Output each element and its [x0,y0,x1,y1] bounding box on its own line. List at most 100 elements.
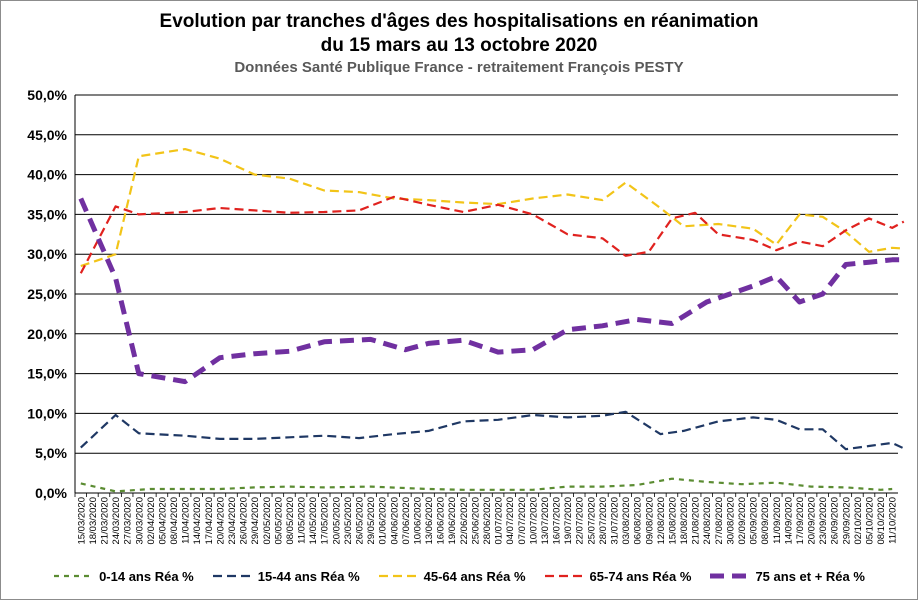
x-tick-label: 05/10/2020 [865,497,876,545]
legend-item: 0-14 ans Réa % [53,569,194,584]
x-tick-label: 11/09/2020 [772,497,783,544]
x-tick-label: 31/07/2020 [610,497,621,545]
x-tick-label: 13/07/2020 [540,497,551,545]
x-tick-label: 08/05/2020 [285,497,296,545]
x-tick-label: 08/10/2020 [876,497,887,545]
x-axis: 15/03/2020 18/03/2020 21/03/2020 24/03/2020… [74,95,899,545]
x-tick-label: 15/08/2020 [667,497,678,545]
x-tick-label: 17/05/2020 [320,497,331,545]
x-tick-label: 14/05/2020 [308,497,319,545]
y-tick-label: 35,0% [27,206,67,222]
x-tick-label: 10/06/2020 [412,497,423,545]
x-tick-label: 16/06/2020 [436,497,447,545]
x-tick-label: 09/08/2020 [644,497,655,545]
series-line-2 [80,148,904,268]
x-tick-label: 21/08/2020 [691,497,702,545]
y-tick-label: 5,0% [35,445,67,461]
x-tick-label: 27/03/2020 [123,497,134,545]
x-tick-label: 04/06/2020 [389,497,400,545]
y-tick-label: 45,0% [27,127,67,143]
x-tick-label: 20/09/2020 [807,497,818,545]
x-tick-label: 28/07/2020 [598,497,609,545]
x-tick-label: 26/09/2020 [830,497,841,545]
x-tick-label: 23/05/2020 [343,497,354,545]
x-tick-label: 28/06/2020 [482,497,493,545]
legend-label: 15-44 ans Réa % [257,568,360,584]
x-tick-label: 15/03/2020 [76,497,87,545]
legend-item: 65-74 ans Réa % [544,568,692,584]
legend-swatch [378,574,417,578]
legend-label: 65-74 ans Réa % [589,568,692,584]
gridlines [75,94,898,494]
legend-item: 15-44 ans Réa % [212,569,360,584]
y-tick-label: 30,0% [27,246,67,262]
x-tick-label: 24/03/2020 [111,497,122,545]
x-tick-label: 26/04/2020 [239,497,250,545]
x-tick-label: 11/10/2020 [888,497,899,544]
x-tick-label: 14/04/2020 [192,497,203,545]
legend-item: 45-64 ans Réa % [378,569,526,584]
legend-swatch [54,574,93,578]
x-tick-label: 25/07/2020 [586,497,597,545]
x-tick-label: 22/06/2020 [459,497,470,545]
series-line-0 [80,477,893,493]
x-tick-label: 30/08/2020 [725,497,736,545]
y-tick-label: 25,0% [27,286,67,302]
x-tick-label: 03/08/2020 [621,497,632,545]
x-tick-label: 24/08/2020 [702,497,713,545]
legend-label: 45-64 ans Réa % [423,568,526,584]
x-tick-label: 07/07/2020 [517,497,528,545]
x-tick-label: 08/09/2020 [760,497,771,545]
series-line-4 [78,197,904,385]
y-tick-label: 40,0% [27,167,67,183]
x-tick-label: 02/04/2020 [146,497,157,545]
series-line-1 [80,410,905,451]
x-tick-label: 29/09/2020 [841,497,852,545]
x-tick-label: 01/06/2020 [378,497,389,545]
x-tick-label: 27/08/2020 [714,497,725,545]
x-tick-label: 19/07/2020 [563,497,574,545]
y-tick-label: 0,0% [35,485,67,501]
x-tick-label: 22/07/2020 [575,497,586,545]
x-tick-label: 05/05/2020 [273,497,284,545]
chart-subtitle: Données Santé Publique France - retraite… [234,59,684,76]
x-tick-label: 06/08/2020 [633,497,644,545]
x-tick-label: 19/06/2020 [447,497,458,545]
chart-title-line2: du 15 mars au 13 octobre 2020 [320,35,598,56]
x-tick-label: 08/04/2020 [169,497,180,545]
line-chart: 0,0% 5,0% 10,0% 15,0% 20,0% 25,0% 30,0% 35,0% 40… [27,87,905,545]
legend-label: 0-14 ans Réa % [99,568,194,584]
x-tick-label: 10/07/2020 [528,497,539,545]
x-tick-label: 02/05/2020 [262,497,273,545]
x-tick-label: 01/07/2020 [494,497,505,545]
chart-title: Evolution par tranches d'âges des hospit… [159,11,759,32]
x-tick-label: 20/05/2020 [331,497,342,545]
x-tick-label: 02/09/2020 [737,497,748,545]
x-tick-label: 16/07/2020 [552,497,563,545]
x-tick-label: 26/05/2020 [354,497,365,545]
x-tick-label: 29/05/2020 [366,497,377,545]
y-tick-label: 15,0% [27,366,67,382]
x-tick-label: 07/06/2020 [401,497,412,545]
x-tick-label: 29/04/2020 [250,497,261,545]
x-tick-label: 20/04/2020 [215,497,226,545]
legend-label: 75 ans et + Réa % [755,568,865,584]
series-lines [78,148,905,493]
y-axis: 0,0% 5,0% 10,0% 15,0% 20,0% 25,0% 30,0% 35,0% 40… [27,87,67,501]
y-tick-label: 50,0% [27,87,67,103]
x-tick-label: 13/06/2020 [424,497,435,545]
x-tick-label: 23/09/2020 [818,497,829,545]
x-tick-label: 14/09/2020 [783,497,794,545]
x-tick-label: 21/03/2020 [99,497,110,545]
x-tick-label: 18/08/2020 [679,497,690,545]
legend-swatch [544,574,583,578]
x-tick-label: 17/09/2020 [795,497,806,545]
y-tick-label: 10,0% [27,405,67,421]
x-tick-label: 11/05/2020 [297,497,308,544]
legend-item: 75 ans et + Réa % [709,568,865,584]
legend-swatch [710,573,749,579]
legend-swatch [212,574,251,578]
x-tick-label: 12/08/2020 [656,497,667,545]
x-tick-label: 11/04/2020 [181,497,192,544]
